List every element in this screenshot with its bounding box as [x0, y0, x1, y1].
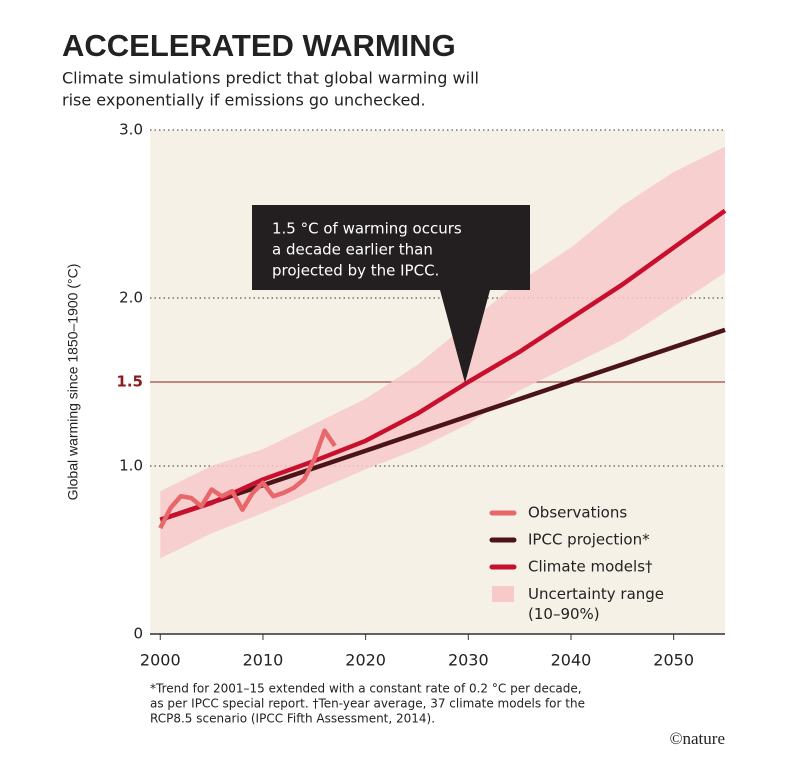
callout-box: [252, 205, 530, 383]
legend-label-line: (10–90%): [528, 605, 600, 623]
legend-swatch: [492, 586, 514, 602]
series-line: [159, 208, 727, 522]
subtitle: Climate simulations predict that global …: [62, 69, 479, 88]
x-tick-label: 2020: [345, 651, 386, 670]
y-tick-label: 2.0: [119, 289, 143, 307]
legend-label: IPCC projection*: [528, 531, 650, 549]
footnote: *Trend for 2001–15 extended with a const…: [150, 682, 582, 696]
series-line: [158, 428, 337, 530]
legend-label: Observations: [528, 504, 627, 522]
footnote: as per IPCC special report. †Ten-year av…: [150, 697, 585, 711]
annotation: 1.5 °C of warming occurs a decade earlie…: [252, 205, 530, 383]
chart-title: ACCELERATED WARMING: [62, 28, 456, 63]
x-tick-label: 2010: [243, 651, 284, 670]
footnote: RCP8.5 scenario (IPCC Fifth Assessment, …: [150, 712, 435, 726]
x-tick-label: 2050: [653, 651, 694, 670]
y-tick-label: 0: [133, 625, 143, 643]
x-tick-label: 2030: [448, 651, 489, 670]
y-tick-label: 1.0: [119, 457, 143, 475]
x-tick-label: 2000: [140, 651, 181, 670]
y-axis-label: Global warming since 1850–1900 (°C): [65, 264, 81, 501]
x-tick-label: 2040: [551, 651, 592, 670]
legend-label-line: Uncertainty range: [528, 585, 664, 603]
uncertainty-band: [160, 146, 726, 559]
annotation-text: a decade earlier than: [272, 241, 433, 259]
annotation-text: 1.5 °C of warming occurs: [272, 220, 462, 238]
y-tick-label: 1.5: [116, 373, 143, 391]
legend-label: Climate models†: [528, 558, 653, 576]
credit: ©nature: [670, 729, 725, 748]
annotation-text: projected by the IPCC.: [272, 262, 439, 280]
legend-label: Uncertainty range (10–90%): [528, 585, 664, 623]
subtitle: rise exponentially if emissions go unche…: [62, 91, 426, 110]
y-tick-label: 3.0: [119, 121, 143, 139]
